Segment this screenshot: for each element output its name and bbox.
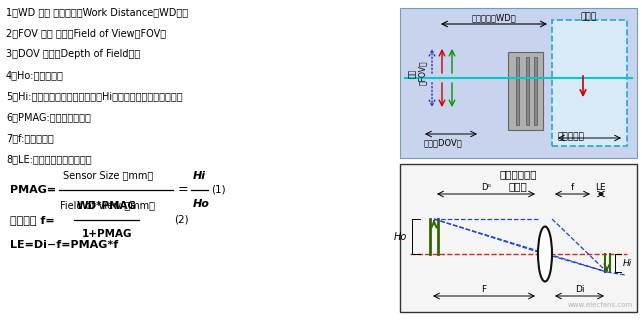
Text: D⁰: D⁰ xyxy=(481,183,491,192)
Text: Di: Di xyxy=(575,285,584,294)
Text: 薄镜头: 薄镜头 xyxy=(508,181,527,191)
Text: 视野
（FOV）: 视野 （FOV） xyxy=(408,61,428,85)
Text: 1+PMAG: 1+PMAG xyxy=(82,229,132,239)
Text: 后像面距离: 后像面距离 xyxy=(557,132,584,141)
Bar xyxy=(526,57,529,125)
Text: f: f xyxy=(571,183,574,192)
Text: 3、DOV 景深（Depth of Field）。: 3、DOV 景深（Depth of Field）。 xyxy=(6,49,140,59)
Text: 景深（DOV）: 景深（DOV） xyxy=(424,138,463,147)
Bar xyxy=(400,8,637,158)
Text: 7、f:镜头的焦距: 7、f:镜头的焦距 xyxy=(6,133,54,143)
Text: =: = xyxy=(178,183,189,196)
Text: 镜头焦距 f=: 镜头焦距 f= xyxy=(10,215,55,225)
Text: Ho: Ho xyxy=(193,199,210,209)
Ellipse shape xyxy=(538,227,552,282)
Text: (1): (1) xyxy=(211,185,225,195)
Text: Field of View （mm）: Field of View （mm） xyxy=(60,200,155,210)
Bar xyxy=(552,20,627,146)
Text: 镜头几何关系: 镜头几何关系 xyxy=(499,169,537,179)
Text: F: F xyxy=(482,285,487,294)
Text: 2、FOV 视场 视野（Field of View，FOV）: 2、FOV 视场 视野（Field of View，FOV） xyxy=(6,28,166,38)
Bar xyxy=(516,57,519,125)
Text: 1、WD 物距 工作距离（Work Distance，WD）。: 1、WD 物距 工作距离（Work Distance，WD）。 xyxy=(6,7,188,17)
Text: 4、Ho:视野的高度: 4、Ho:视野的高度 xyxy=(6,70,64,80)
Text: 6、PMAG:镜头的放大倍数: 6、PMAG:镜头的放大倍数 xyxy=(6,112,91,122)
Bar xyxy=(534,57,537,125)
Text: Sensor Size （mm）: Sensor Size （mm） xyxy=(63,170,153,180)
Text: 8、LE:镜头像平面的扩充距离: 8、LE:镜头像平面的扩充距离 xyxy=(6,154,92,164)
Bar xyxy=(400,164,637,312)
Bar xyxy=(508,52,543,130)
Text: www.elecfans.com: www.elecfans.com xyxy=(568,302,633,308)
Text: (2): (2) xyxy=(174,215,189,225)
Text: 工作距离（WD）: 工作距离（WD） xyxy=(472,13,516,22)
Text: 成像面: 成像面 xyxy=(581,12,597,21)
Text: LE=Di−f=PMAG*f: LE=Di−f=PMAG*f xyxy=(10,240,118,250)
Text: 5、Hi:摄像机有效成像面的高度（Hi来代表传感器像面的大小）: 5、Hi:摄像机有效成像面的高度（Hi来代表传感器像面的大小） xyxy=(6,91,182,101)
Text: Hi: Hi xyxy=(623,259,632,268)
Text: Ho: Ho xyxy=(394,232,407,242)
Text: LE: LE xyxy=(594,183,605,192)
Text: PMAG=: PMAG= xyxy=(10,185,56,195)
Text: WD*PMAG: WD*PMAG xyxy=(77,201,137,211)
Text: Hi: Hi xyxy=(193,171,206,181)
